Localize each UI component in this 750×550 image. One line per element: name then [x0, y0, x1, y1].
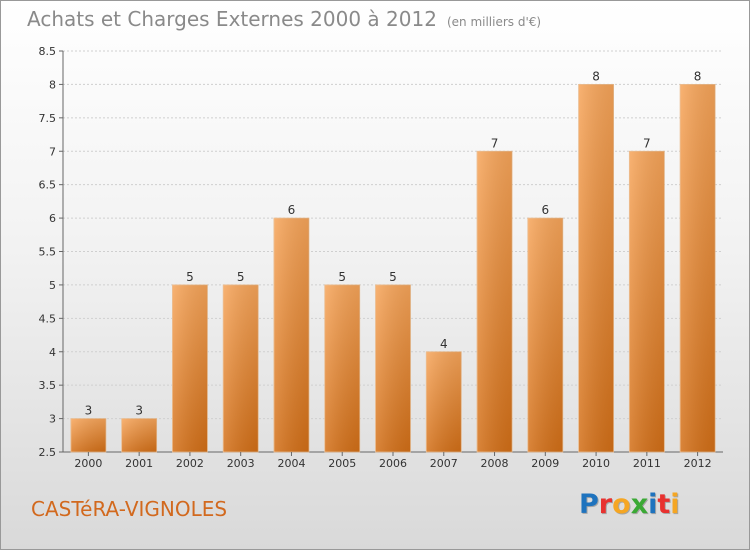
- data-label: 8: [592, 69, 600, 83]
- logo-letter: x: [630, 489, 649, 520]
- x-tick-label: 2012: [684, 457, 712, 470]
- bar-shade: [223, 284, 259, 452]
- bar-shade: [527, 218, 563, 452]
- x-tick-label: 2009: [531, 457, 559, 470]
- chart-subtitle: (en milliers d'€): [446, 15, 542, 29]
- logo-letter: P: [579, 489, 599, 520]
- logo-letter: r: [598, 489, 613, 520]
- y-tick-label: 8.5: [39, 45, 57, 58]
- bar-shade: [477, 151, 513, 452]
- bar-shade: [273, 218, 309, 452]
- x-tick-label: 2000: [74, 457, 102, 470]
- y-tick-label: 2.5: [39, 446, 57, 459]
- data-label: 7: [491, 136, 499, 150]
- bar-shade: [375, 284, 411, 452]
- bar-shade: [680, 84, 716, 453]
- data-label: 5: [338, 270, 346, 284]
- proxiti-logo: Proxiti: [579, 489, 680, 520]
- x-tick-label: 2005: [328, 457, 356, 470]
- x-tick-label: 2001: [125, 457, 153, 470]
- bar-shade: [324, 284, 360, 452]
- commune-name: CASTéRA-VIGNOLES: [31, 497, 228, 521]
- x-tick-label: 2011: [633, 457, 661, 470]
- chart-title-text: Achats et Charges Externes 2000 à 2012: [27, 7, 437, 31]
- y-tick-label: 5: [49, 279, 56, 292]
- bar-shade: [629, 151, 665, 452]
- y-tick-label: 8: [49, 78, 56, 91]
- data-label: 7: [643, 136, 651, 150]
- y-tick-label: 5.5: [39, 246, 57, 259]
- logo-letter: i: [670, 489, 680, 520]
- bar-shade: [121, 418, 157, 452]
- bar-shade: [70, 418, 106, 452]
- data-label: 8: [694, 69, 702, 83]
- x-tick-label: 2006: [379, 457, 407, 470]
- y-tick-label: 6.5: [39, 179, 57, 192]
- x-tick-label: 2002: [176, 457, 204, 470]
- y-tick-label: 4.5: [39, 312, 57, 325]
- data-label: 5: [237, 270, 245, 284]
- x-tick-label: 2007: [430, 457, 458, 470]
- x-tick-label: 2010: [582, 457, 610, 470]
- x-tick-label: 2004: [277, 457, 305, 470]
- y-tick-label: 7.5: [39, 112, 57, 125]
- y-tick-label: 6: [49, 212, 56, 225]
- bar-shade: [426, 351, 462, 452]
- data-label: 3: [135, 404, 143, 418]
- data-label: 4: [440, 337, 448, 351]
- x-tick-label: 2003: [227, 457, 255, 470]
- logo-letter: o: [612, 489, 631, 520]
- bar-shade: [578, 84, 614, 453]
- data-label: 6: [541, 203, 549, 217]
- y-tick-label: 3: [49, 413, 56, 426]
- y-tick-label: 7: [49, 145, 56, 158]
- bar-shade: [172, 284, 208, 452]
- data-label: 5: [186, 270, 194, 284]
- data-label: 5: [389, 270, 397, 284]
- logo-letter: t: [657, 489, 671, 520]
- data-label: 3: [85, 404, 93, 418]
- chart-title: Achats et Charges Externes 2000 à 2012 (e…: [27, 7, 541, 31]
- x-tick-label: 2008: [481, 457, 509, 470]
- data-label: 6: [288, 203, 296, 217]
- y-tick-label: 3.5: [39, 379, 57, 392]
- logo-letter: i: [648, 489, 658, 520]
- y-tick-label: 4: [49, 346, 56, 359]
